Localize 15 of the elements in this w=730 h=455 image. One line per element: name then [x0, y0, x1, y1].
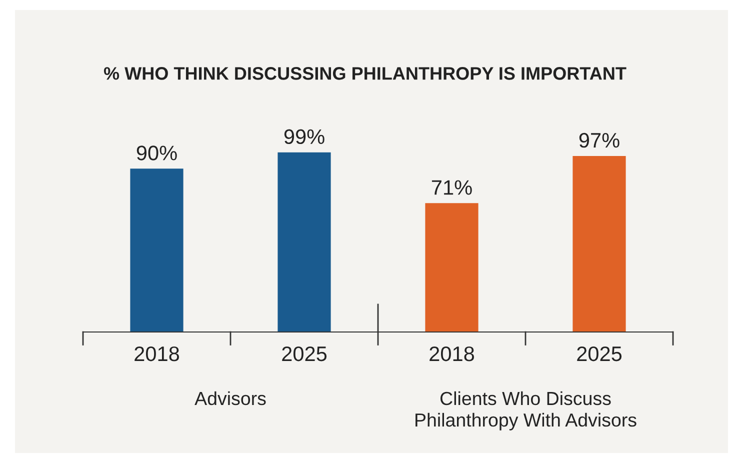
bar — [278, 152, 331, 332]
x-tick-label: 2018 — [430, 346, 474, 362]
text: Advisors — [194, 391, 266, 406]
data-label: 97% — [579, 132, 620, 148]
x-tick-label: 2018 — [134, 346, 180, 362]
x-tick-label: 2025 — [282, 346, 327, 362]
text: Clients Who Discuss Philanthropy With Advisors — [416, 391, 636, 430]
data-label: 99% — [284, 129, 324, 144]
chart-title: % WHO THINK DISCUSSING PHILANTHROPY IS IMPORTANT — [104, 67, 626, 80]
data-label: 90% — [136, 146, 177, 160]
bar — [425, 203, 478, 332]
x-tick-label: 2025 — [577, 346, 622, 362]
bar — [130, 168, 184, 332]
bar — [572, 156, 626, 332]
data-label: 71% — [432, 180, 472, 195]
